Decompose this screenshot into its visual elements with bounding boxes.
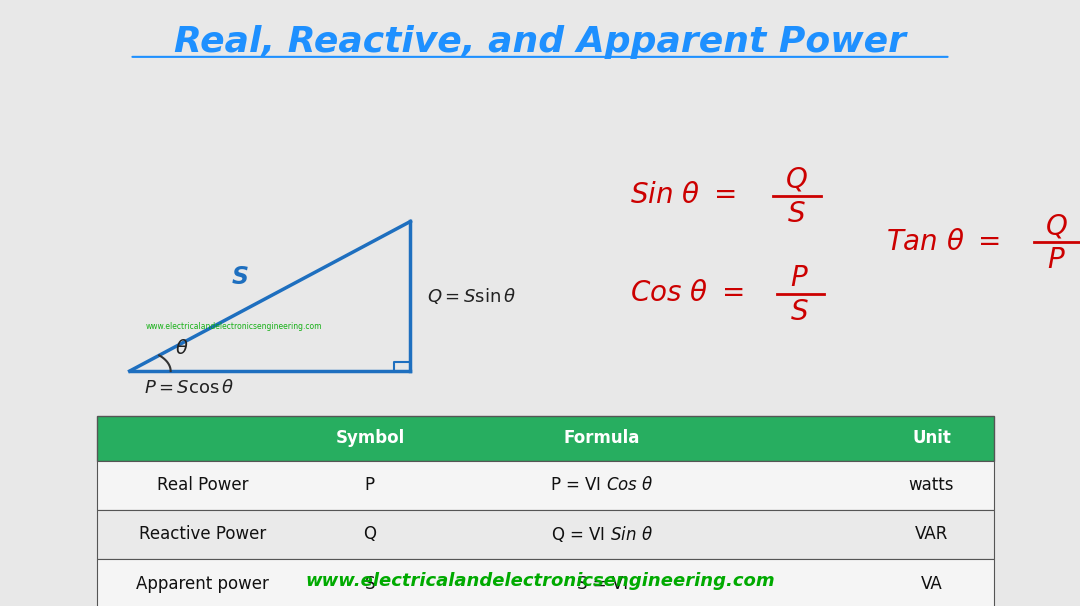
Text: Symbol: Symbol xyxy=(335,430,405,447)
Text: Q: Q xyxy=(363,525,377,544)
Text: www.electricalandelectronicsengineering.com: www.electricalandelectronicsengineering.… xyxy=(306,571,774,590)
Text: $S$: $S$ xyxy=(789,298,809,326)
Text: Real Power: Real Power xyxy=(157,476,248,494)
Text: $Q = S\sin\theta$: $Q = S\sin\theta$ xyxy=(427,286,515,306)
Text: $\mathit{Cos}\ \theta\ =$: $\mathit{Cos}\ \theta\ =$ xyxy=(630,279,743,307)
Text: $S$: $S$ xyxy=(786,199,806,228)
Text: $Q$: $Q$ xyxy=(784,165,808,193)
Text: $P$: $P$ xyxy=(789,264,809,291)
Text: $Q$: $Q$ xyxy=(1044,212,1068,240)
Bar xyxy=(97,510,994,559)
Text: watts: watts xyxy=(908,476,955,494)
Text: Real, Reactive, and Apparent Power: Real, Reactive, and Apparent Power xyxy=(174,25,906,59)
Text: $P = S\cos\theta$: $P = S\cos\theta$ xyxy=(144,379,234,397)
Bar xyxy=(97,559,994,606)
Text: S = VI: S = VI xyxy=(577,574,627,593)
Text: S: S xyxy=(231,265,248,289)
Text: VA: VA xyxy=(920,574,943,593)
Text: Reactive Power: Reactive Power xyxy=(139,525,266,544)
Bar xyxy=(97,416,994,461)
Text: Formula: Formula xyxy=(564,430,640,447)
Text: $\mathit{Sin}\ \theta\ =$: $\mathit{Sin}\ \theta\ =$ xyxy=(630,181,735,208)
Text: P = VI $\mathbf{\mathit{Cos}}\ \mathbf{\mathit{\theta}}$: P = VI $\mathbf{\mathit{Cos}}\ \mathbf{\… xyxy=(550,476,654,494)
Text: S: S xyxy=(365,574,375,593)
Text: Q = VI $\mathbf{\mathit{Sin}}\ \mathbf{\mathit{\theta}}$: Q = VI $\mathbf{\mathit{Sin}}\ \mathbf{\… xyxy=(551,524,653,544)
Text: www.electricalandelectronicsengineering.com: www.electricalandelectronicsengineering.… xyxy=(146,322,322,331)
Text: VAR: VAR xyxy=(915,525,948,544)
Text: $\theta$: $\theta$ xyxy=(175,339,188,358)
Bar xyxy=(97,461,994,510)
Text: Apparent power: Apparent power xyxy=(136,574,269,593)
Text: P: P xyxy=(365,476,375,494)
Text: $P$: $P$ xyxy=(1047,246,1066,274)
Text: Unit: Unit xyxy=(913,430,950,447)
Text: $\mathit{Tan}\ \theta\ =$: $\mathit{Tan}\ \theta\ =$ xyxy=(886,228,1000,256)
